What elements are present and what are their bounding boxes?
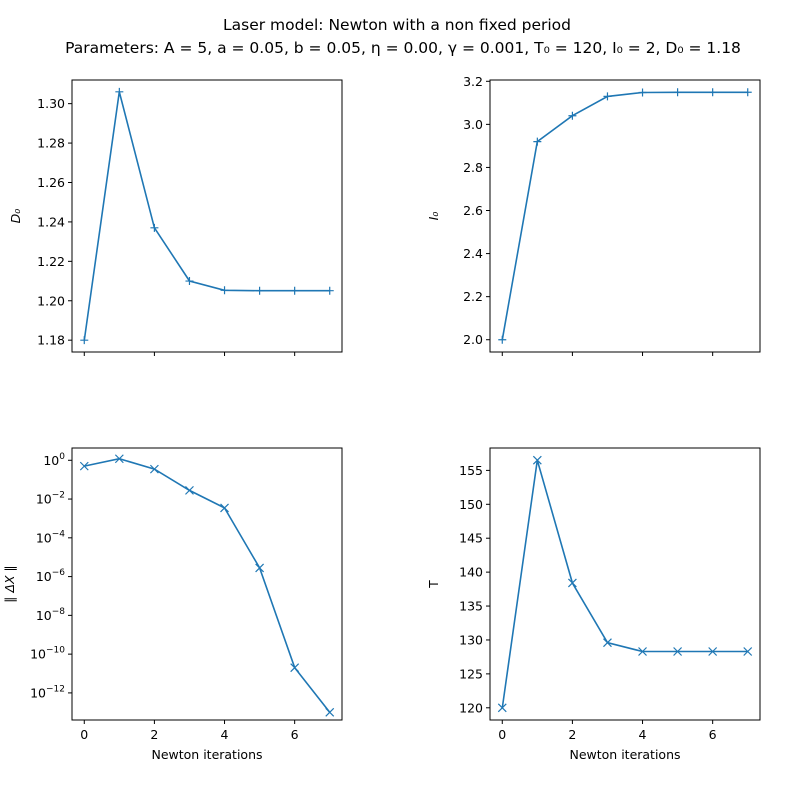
data-point [185, 277, 194, 286]
x-tick-label: 0 [498, 727, 506, 742]
y-tick-label: 3.0 [463, 117, 483, 132]
data-point [498, 335, 507, 344]
data-point [290, 663, 300, 673]
y-tick-label: 1.24 [37, 214, 65, 229]
y-tick-label: 2.4 [463, 246, 483, 261]
data-point [115, 87, 124, 96]
data-point [743, 88, 752, 97]
data-point [708, 647, 718, 656]
data-point [743, 647, 753, 656]
y-tick-label: 2.2 [463, 289, 483, 304]
data-point [533, 137, 542, 146]
data-point [603, 92, 612, 101]
y-tick-label: 140 [459, 565, 483, 580]
y-tick-label: 10−10 [30, 646, 65, 662]
data-point [673, 88, 682, 97]
subplot-d0: 1.18 1.20 1.22 1.24 1.26 1.28 1.30 D₀ [8, 79, 343, 356]
y-axis-label: D₀ [8, 209, 23, 224]
x-tick-label: 4 [221, 727, 229, 742]
data-point [325, 707, 335, 717]
subplot-i0: 2.0 2.2 2.4 2.6 2.8 3.0 3.2 I₀ [426, 74, 761, 356]
data-point [255, 563, 265, 573]
y-tick-label: 100 [43, 452, 65, 468]
y-tick-label: 1.28 [37, 136, 65, 151]
y-tick-label: 3.2 [463, 74, 483, 89]
data-point [114, 454, 124, 464]
data-point [290, 286, 299, 295]
y-tick-label: 120 [459, 700, 483, 715]
series-line [501, 91, 748, 340]
subplot-period: 0 2 4 6 120 125 130 135 140 145 150 155 Newton itera… [426, 447, 761, 762]
data-point [638, 647, 647, 656]
subplot-residual: 0 2 4 6 100 10−2 10−4 10−6 10−8 10−10 10−12 Newton … [2, 447, 343, 762]
y-tick-label: 1.30 [37, 96, 65, 111]
data-point [80, 336, 89, 345]
y-tick-label: 10−6 [36, 568, 65, 584]
data-point [185, 485, 194, 495]
y-tick-label: 1.20 [37, 293, 65, 308]
y-tick-label: 2.8 [463, 160, 483, 175]
series-line [501, 459, 748, 708]
x-tick-label: 0 [80, 727, 88, 742]
data-point [673, 647, 683, 656]
y-tick-label: 1.26 [37, 175, 65, 190]
x-tick-label: 4 [639, 727, 647, 742]
data-point [220, 286, 229, 295]
y-tick-label: 145 [459, 531, 483, 546]
x-tick-label: 6 [291, 727, 299, 742]
data-point [79, 461, 89, 471]
figure-title: Laser model: Newton with a non fixed per… [223, 16, 571, 34]
y-tick-label: 155 [459, 463, 483, 478]
y-tick-label: 2.6 [463, 203, 483, 218]
data-point [532, 455, 542, 465]
axes-frame [489, 447, 761, 721]
x-tick-label: 2 [150, 727, 158, 742]
data-point [567, 578, 577, 588]
y-tick-label: 10−8 [36, 607, 65, 623]
data-point [497, 703, 507, 713]
data-point [150, 223, 159, 232]
y-tick-label: 150 [459, 497, 483, 512]
data-point [255, 286, 264, 295]
series-line [83, 91, 330, 341]
y-axis-label: I₀ [426, 212, 441, 221]
data-point [708, 88, 717, 97]
y-tick-label: 10−12 [30, 684, 65, 700]
figure-parameters: Parameters: A = 5, a = 0.05, b = 0.05, η… [65, 39, 741, 57]
x-tick-label: 2 [568, 727, 576, 742]
x-axis-label: Newton iterations [569, 747, 680, 762]
data-point [603, 638, 612, 648]
axes-frame [489, 79, 761, 353]
y-tick-label: 125 [459, 666, 483, 681]
y-tick-label: 10−2 [36, 491, 65, 507]
data-point [568, 111, 577, 120]
y-tick-label: 135 [459, 599, 483, 614]
data-point [325, 286, 334, 295]
y-tick-label: 2.0 [463, 332, 483, 347]
y-tick-label: 1.18 [37, 333, 65, 348]
axes-frame [71, 79, 343, 353]
data-point [220, 503, 229, 513]
y-axis-label: ∥ ΔX ∥ [2, 565, 17, 603]
x-tick-label: 6 [709, 727, 717, 742]
series-line [84, 457, 331, 713]
y-tick-label: 130 [459, 632, 483, 647]
data-point [149, 464, 159, 474]
axes-frame [71, 447, 343, 721]
data-point [638, 88, 647, 97]
subplot-grid: 1.181.201.221.241.261.281.30D₀2.02.22.42… [2, 74, 761, 762]
y-axis-label: T [426, 580, 441, 589]
x-axis-label: Newton iterations [151, 747, 262, 762]
y-tick-label: 10−4 [36, 529, 65, 545]
y-tick-label: 1.22 [37, 254, 65, 269]
